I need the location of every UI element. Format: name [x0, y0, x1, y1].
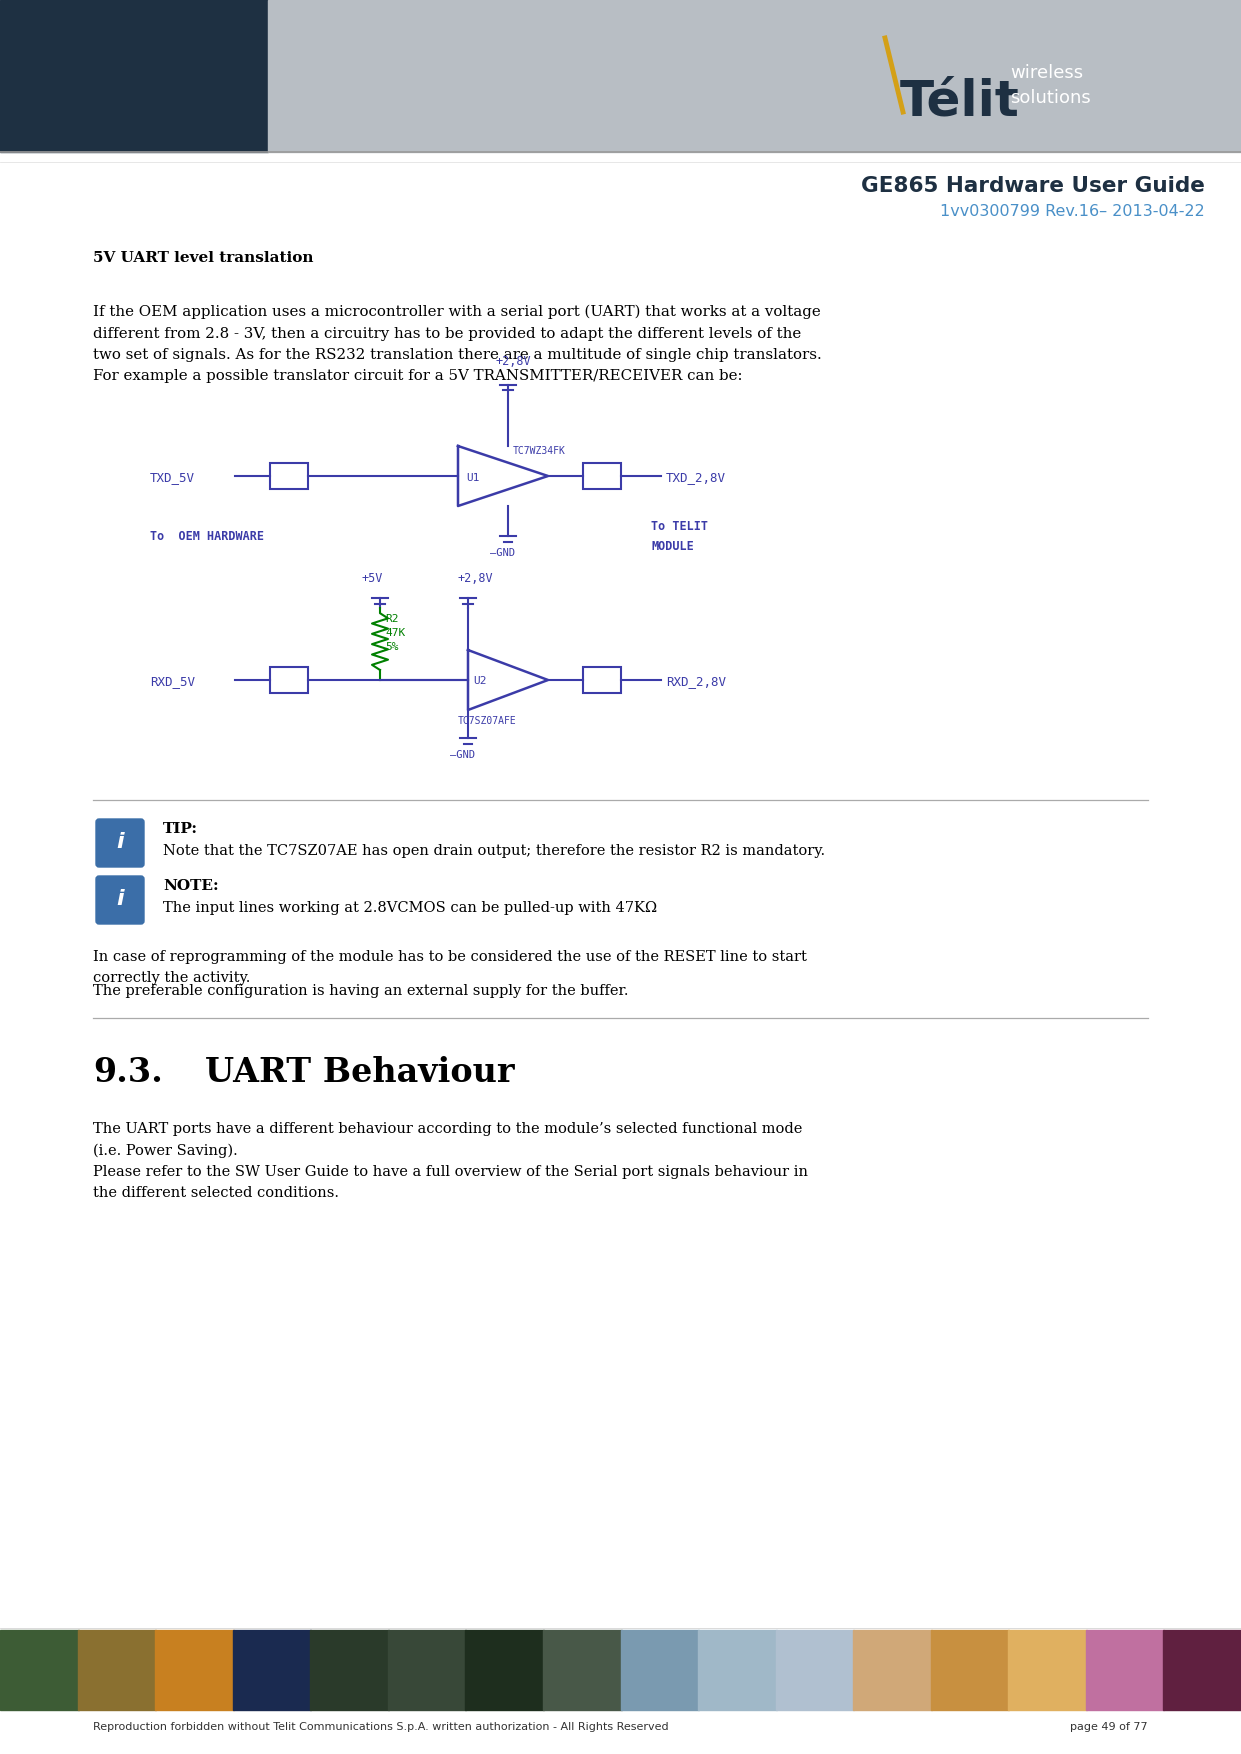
Bar	[310, 1629, 388, 1710]
Text: i: i	[117, 831, 124, 852]
Text: 1vv0300799 Rev.16– 2013-04-22: 1vv0300799 Rev.16– 2013-04-22	[941, 203, 1205, 219]
Text: To TELIT: To TELIT	[652, 519, 709, 533]
Text: RXD_5V: RXD_5V	[150, 675, 195, 688]
Bar	[854, 1629, 932, 1710]
Text: MODULE: MODULE	[652, 540, 694, 553]
Text: TC7SZ07AFE: TC7SZ07AFE	[458, 716, 516, 726]
Text: The preferable configuration is having an external supply for the buffer.: The preferable configuration is having a…	[93, 984, 628, 998]
Bar	[268, 0, 1241, 153]
Text: R2: R2	[385, 614, 398, 624]
Text: Télit: Télit	[900, 77, 1020, 125]
Text: page 49 of 77: page 49 of 77	[1071, 1722, 1148, 1731]
Text: TXD_5V: TXD_5V	[150, 472, 195, 484]
Text: RXD_2,8V: RXD_2,8V	[666, 675, 726, 688]
Text: The input lines working at 2.8VCMOS can be pulled-up with 47KΩ: The input lines working at 2.8VCMOS can …	[163, 902, 658, 916]
Text: +5V: +5V	[362, 572, 383, 586]
Bar	[387, 1629, 467, 1710]
Text: Reproduction forbidden without Telit Communications S.p.A. written authorization: Reproduction forbidden without Telit Com…	[93, 1722, 669, 1731]
Bar	[155, 1629, 233, 1710]
Bar	[77, 1629, 156, 1710]
Text: NOTE:: NOTE:	[163, 879, 218, 893]
Text: TIP:: TIP:	[163, 823, 199, 837]
Bar	[620, 1629, 699, 1710]
Text: solutions: solutions	[1010, 89, 1091, 107]
Text: If the OEM application uses a microcontroller with a serial port (UART) that wor: If the OEM application uses a microcontr…	[93, 305, 822, 382]
Bar	[1164, 1629, 1241, 1710]
Text: Note that the TC7SZ07AE has open drain output; therefore the resistor R2 is mand: Note that the TC7SZ07AE has open drain o…	[163, 844, 825, 858]
Bar	[697, 1629, 777, 1710]
Bar	[465, 1629, 544, 1710]
Text: U2: U2	[473, 675, 486, 686]
Text: +2,8V: +2,8V	[458, 572, 494, 586]
Bar	[583, 667, 620, 693]
Bar	[1008, 1629, 1087, 1710]
Text: TXD_2,8V: TXD_2,8V	[666, 472, 726, 484]
Text: In case of reprogramming of the module has to be considered the use of the RESET: In case of reprogramming of the module h…	[93, 951, 807, 984]
Bar	[1086, 1629, 1164, 1710]
Text: To  OEM HARDWARE: To OEM HARDWARE	[150, 530, 264, 544]
Text: 5%: 5%	[385, 642, 398, 652]
Text: GE865 Hardware User Guide: GE865 Hardware User Guide	[861, 175, 1205, 196]
Text: The UART ports have a different behaviour according to the module’s selected fun: The UART ports have a different behaviou…	[93, 1123, 808, 1200]
FancyBboxPatch shape	[96, 819, 144, 866]
Bar	[271, 667, 308, 693]
FancyBboxPatch shape	[96, 875, 144, 924]
Text: 47K: 47K	[385, 628, 406, 638]
Text: U1: U1	[467, 474, 479, 482]
Bar	[271, 463, 308, 489]
Bar	[0, 0, 268, 153]
Bar	[544, 1629, 622, 1710]
Bar	[583, 463, 620, 489]
Text: wireless: wireless	[1010, 63, 1083, 82]
Bar	[776, 1629, 854, 1710]
Bar	[233, 1629, 311, 1710]
Text: +2,8V: +2,8V	[496, 354, 531, 368]
Text: UART Behaviour: UART Behaviour	[205, 1056, 515, 1089]
Text: i: i	[117, 889, 124, 909]
Text: TC7WZ34FK: TC7WZ34FK	[513, 446, 566, 456]
Bar	[0, 1629, 78, 1710]
Text: —GND: —GND	[450, 751, 475, 759]
Bar	[931, 1629, 1009, 1710]
Text: 5V UART level translation: 5V UART level translation	[93, 251, 314, 265]
Text: 9.3.: 9.3.	[93, 1056, 163, 1089]
Text: —GND: —GND	[490, 547, 515, 558]
